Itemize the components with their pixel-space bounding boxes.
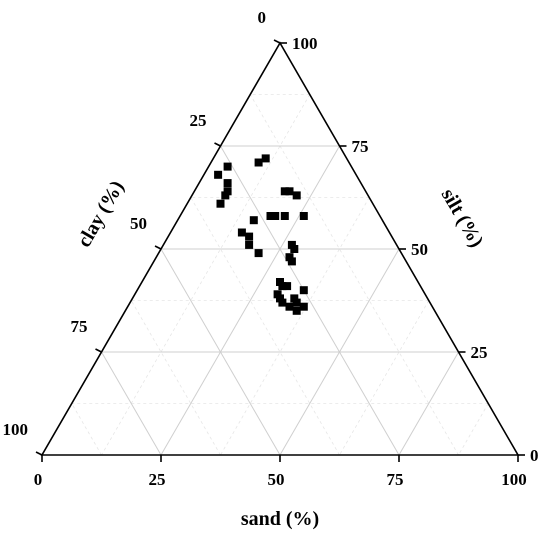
clay-tick-label: 25 [190,111,207,130]
data-point [290,294,299,303]
grid-lines [71,94,489,456]
data-point [290,245,299,253]
grid-line-sand [101,94,311,456]
grid-line-clay [160,248,281,456]
grid-line-sand [160,145,340,456]
data-point [221,191,230,200]
clay-tick [35,451,43,456]
grid-line-sand [458,403,489,456]
silt-axis-title: silt (%) [437,185,488,251]
clay-tick-label: 75 [71,317,88,336]
silt-tick-label: 0 [530,446,539,465]
grid-line-clay [190,197,340,456]
data-point [299,212,308,220]
grid-line-clay [101,351,162,456]
clay-tick-label: 50 [130,214,147,233]
sand-tick-label: 50 [268,470,285,489]
data-point [285,187,294,196]
data-point [280,212,289,220]
data-points [214,154,308,315]
data-point [276,294,284,303]
data-point [223,179,232,188]
clay-tick [154,245,162,250]
data-point [223,187,232,196]
data-point [254,249,263,258]
grid-line-sand [339,300,430,456]
data-point [285,302,294,311]
data-point [245,240,254,249]
grid-line-clay [71,403,102,456]
data-point [292,191,301,200]
sand-tick-label: 0 [34,470,43,489]
data-point [214,170,223,179]
clay-tick-label: 0 [258,8,267,27]
data-point [292,298,301,307]
data-point [249,216,258,225]
data-point [223,162,232,171]
clay-tick [214,142,221,147]
data-point [280,187,289,196]
data-point [276,278,284,286]
clay-tick-label: 100 [3,420,29,439]
tick-marks [35,39,525,462]
data-point [254,158,263,167]
data-point [245,232,254,241]
data-point [216,199,225,208]
grid-line-sand [279,248,400,456]
data-point [299,302,308,311]
data-point [237,228,246,237]
grid-line-sand [220,197,370,456]
grid-line-sand [398,351,459,456]
sand-axis-title: sand (%) [241,508,319,530]
clay-axis-title: clay (%) [73,177,128,251]
data-point [266,212,275,220]
data-point [273,290,282,299]
clay-tick [95,348,102,353]
clay-tick [273,39,281,44]
data-point [287,257,296,266]
sand-tick-label: 75 [387,470,404,489]
data-point [278,298,287,307]
silt-tick-label: 75 [352,137,369,156]
data-point [299,286,308,295]
data-point [283,282,292,291]
data-point [285,253,294,262]
silt-tick-label: 25 [471,343,488,362]
data-point [271,212,280,220]
silt-tick-label: 100 [292,34,318,53]
data-point [292,306,301,315]
silt-tick-label: 50 [411,240,428,259]
sand-tick-label: 100 [501,470,527,489]
data-point [261,154,270,163]
grid-line-clay [130,300,221,456]
sand-tick-label: 25 [149,470,166,489]
data-point [287,240,296,249]
grid-line-clay [220,145,400,456]
data-point [278,282,287,291]
